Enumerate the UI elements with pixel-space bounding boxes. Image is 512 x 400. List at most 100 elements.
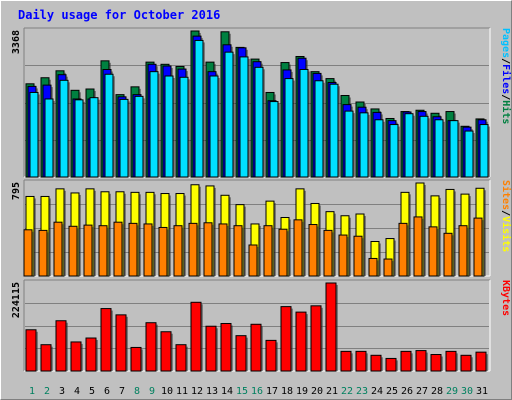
pages-bar bbox=[164, 75, 174, 178]
kbytes-legend: KBytes bbox=[500, 280, 511, 316]
pages-bar bbox=[59, 79, 69, 178]
hits-legend-part: Files bbox=[500, 64, 512, 94]
pages-bar bbox=[29, 91, 39, 178]
pages-bar bbox=[269, 101, 279, 178]
kbytes-bar bbox=[475, 351, 487, 372]
pages-bar bbox=[254, 66, 264, 178]
pages-bar bbox=[194, 39, 204, 178]
day-tick-label: 26 bbox=[401, 386, 413, 397]
kbytes-bar bbox=[55, 320, 67, 372]
day-tick-label: 23 bbox=[356, 386, 368, 397]
pages-bar bbox=[119, 98, 129, 178]
sites-bar bbox=[413, 216, 423, 277]
sites-bar bbox=[113, 221, 123, 277]
kbytes-legend-part: KBytes bbox=[500, 280, 511, 316]
sites-bar bbox=[278, 228, 288, 277]
pages-bar bbox=[359, 112, 369, 178]
pages-bar bbox=[134, 95, 144, 178]
day-tick-label: 19 bbox=[296, 386, 308, 397]
kbytes-bar bbox=[205, 325, 217, 372]
pages-bar bbox=[314, 80, 324, 178]
sites-bar bbox=[173, 225, 183, 277]
pages-bar bbox=[329, 83, 339, 178]
kbytes-bar bbox=[370, 354, 382, 372]
pages-bar bbox=[89, 97, 99, 178]
day-tick-label: 29 bbox=[446, 386, 458, 397]
sites-bar bbox=[308, 224, 318, 277]
day-tick-label: 12 bbox=[191, 386, 203, 397]
sites-bar bbox=[158, 226, 168, 277]
sites-bar bbox=[263, 225, 273, 277]
kbytes-bar bbox=[85, 337, 97, 372]
pages-bar bbox=[44, 98, 54, 178]
pages-bar bbox=[389, 124, 399, 178]
pages-bar bbox=[224, 51, 234, 178]
kbytes-bar bbox=[310, 305, 322, 372]
sites-bar bbox=[443, 232, 453, 277]
day-tick-label: 22 bbox=[341, 386, 353, 397]
day-tick-label: 28 bbox=[431, 386, 443, 397]
pages-bar bbox=[104, 73, 114, 178]
kbytes-bar bbox=[25, 329, 37, 372]
sites-bar bbox=[398, 222, 408, 277]
kbytes-bar bbox=[355, 350, 367, 372]
hits-legend-part: Hits bbox=[500, 100, 512, 124]
day-tick-label: 15 bbox=[236, 386, 248, 397]
day-tick-label: 27 bbox=[416, 386, 428, 397]
sites-bar bbox=[338, 234, 348, 277]
hits-legend-part: / bbox=[500, 94, 511, 100]
kbytes-bar bbox=[340, 350, 352, 372]
kbytes-bar bbox=[100, 308, 112, 372]
sites-bar bbox=[323, 229, 333, 277]
kbytes-bar bbox=[130, 346, 142, 372]
visits-legend: Sites/Visits bbox=[500, 180, 512, 252]
pages-bar bbox=[299, 68, 309, 178]
day-tick-label: 1 bbox=[29, 386, 35, 397]
day-tick-label: 7 bbox=[119, 386, 125, 397]
day-tick-label: 16 bbox=[251, 386, 263, 397]
pages-bar bbox=[179, 76, 189, 178]
day-tick-label: 5 bbox=[89, 386, 95, 397]
day-tick-label: 10 bbox=[161, 386, 173, 397]
day-tick-label: 17 bbox=[266, 386, 278, 397]
kbytes-bar bbox=[415, 350, 427, 372]
sites-bar bbox=[53, 221, 63, 277]
sites-bar bbox=[248, 244, 258, 277]
day-tick-label: 18 bbox=[281, 386, 293, 397]
kbytes-bar bbox=[160, 331, 172, 372]
kbytes-bar bbox=[400, 350, 412, 372]
visits-legend-part: Sites bbox=[500, 180, 512, 210]
day-tick-label: 31 bbox=[476, 386, 488, 397]
pages-bar bbox=[149, 71, 159, 178]
visits-ymax-label: 795 bbox=[11, 182, 22, 200]
sites-bar bbox=[218, 223, 228, 277]
chart-title: Daily usage for October 2016 bbox=[18, 8, 220, 22]
sites-bar bbox=[233, 225, 243, 277]
pages-bar bbox=[419, 115, 429, 178]
visits-legend-part: / bbox=[500, 210, 511, 216]
day-tick-label: 25 bbox=[386, 386, 398, 397]
pages-bar bbox=[239, 56, 249, 178]
sites-bar bbox=[83, 224, 93, 277]
kbytes-bar bbox=[40, 344, 52, 372]
kbytes-bar bbox=[280, 306, 292, 372]
sites-bar bbox=[38, 229, 48, 277]
day-tick-label: 4 bbox=[74, 386, 80, 397]
kbytes-bar bbox=[445, 350, 457, 372]
kbytes-bar bbox=[295, 311, 307, 372]
sites-bar bbox=[458, 225, 468, 277]
kbytes-bar bbox=[250, 323, 262, 372]
day-tick-label: 11 bbox=[176, 386, 188, 397]
pages-bar bbox=[449, 120, 459, 178]
hits-legend-part: / bbox=[500, 58, 511, 64]
sites-bar bbox=[473, 217, 483, 277]
sites-bar bbox=[68, 225, 78, 277]
kbytes-bar bbox=[265, 339, 277, 372]
day-tick-label: 9 bbox=[149, 386, 155, 397]
day-tick-label: 2 bbox=[44, 386, 50, 397]
sites-bar bbox=[383, 258, 393, 277]
hits-legend: Pages/Files/Hits bbox=[500, 28, 512, 124]
hits-legend-part: Pages bbox=[500, 28, 511, 58]
pages-bar bbox=[434, 119, 444, 178]
